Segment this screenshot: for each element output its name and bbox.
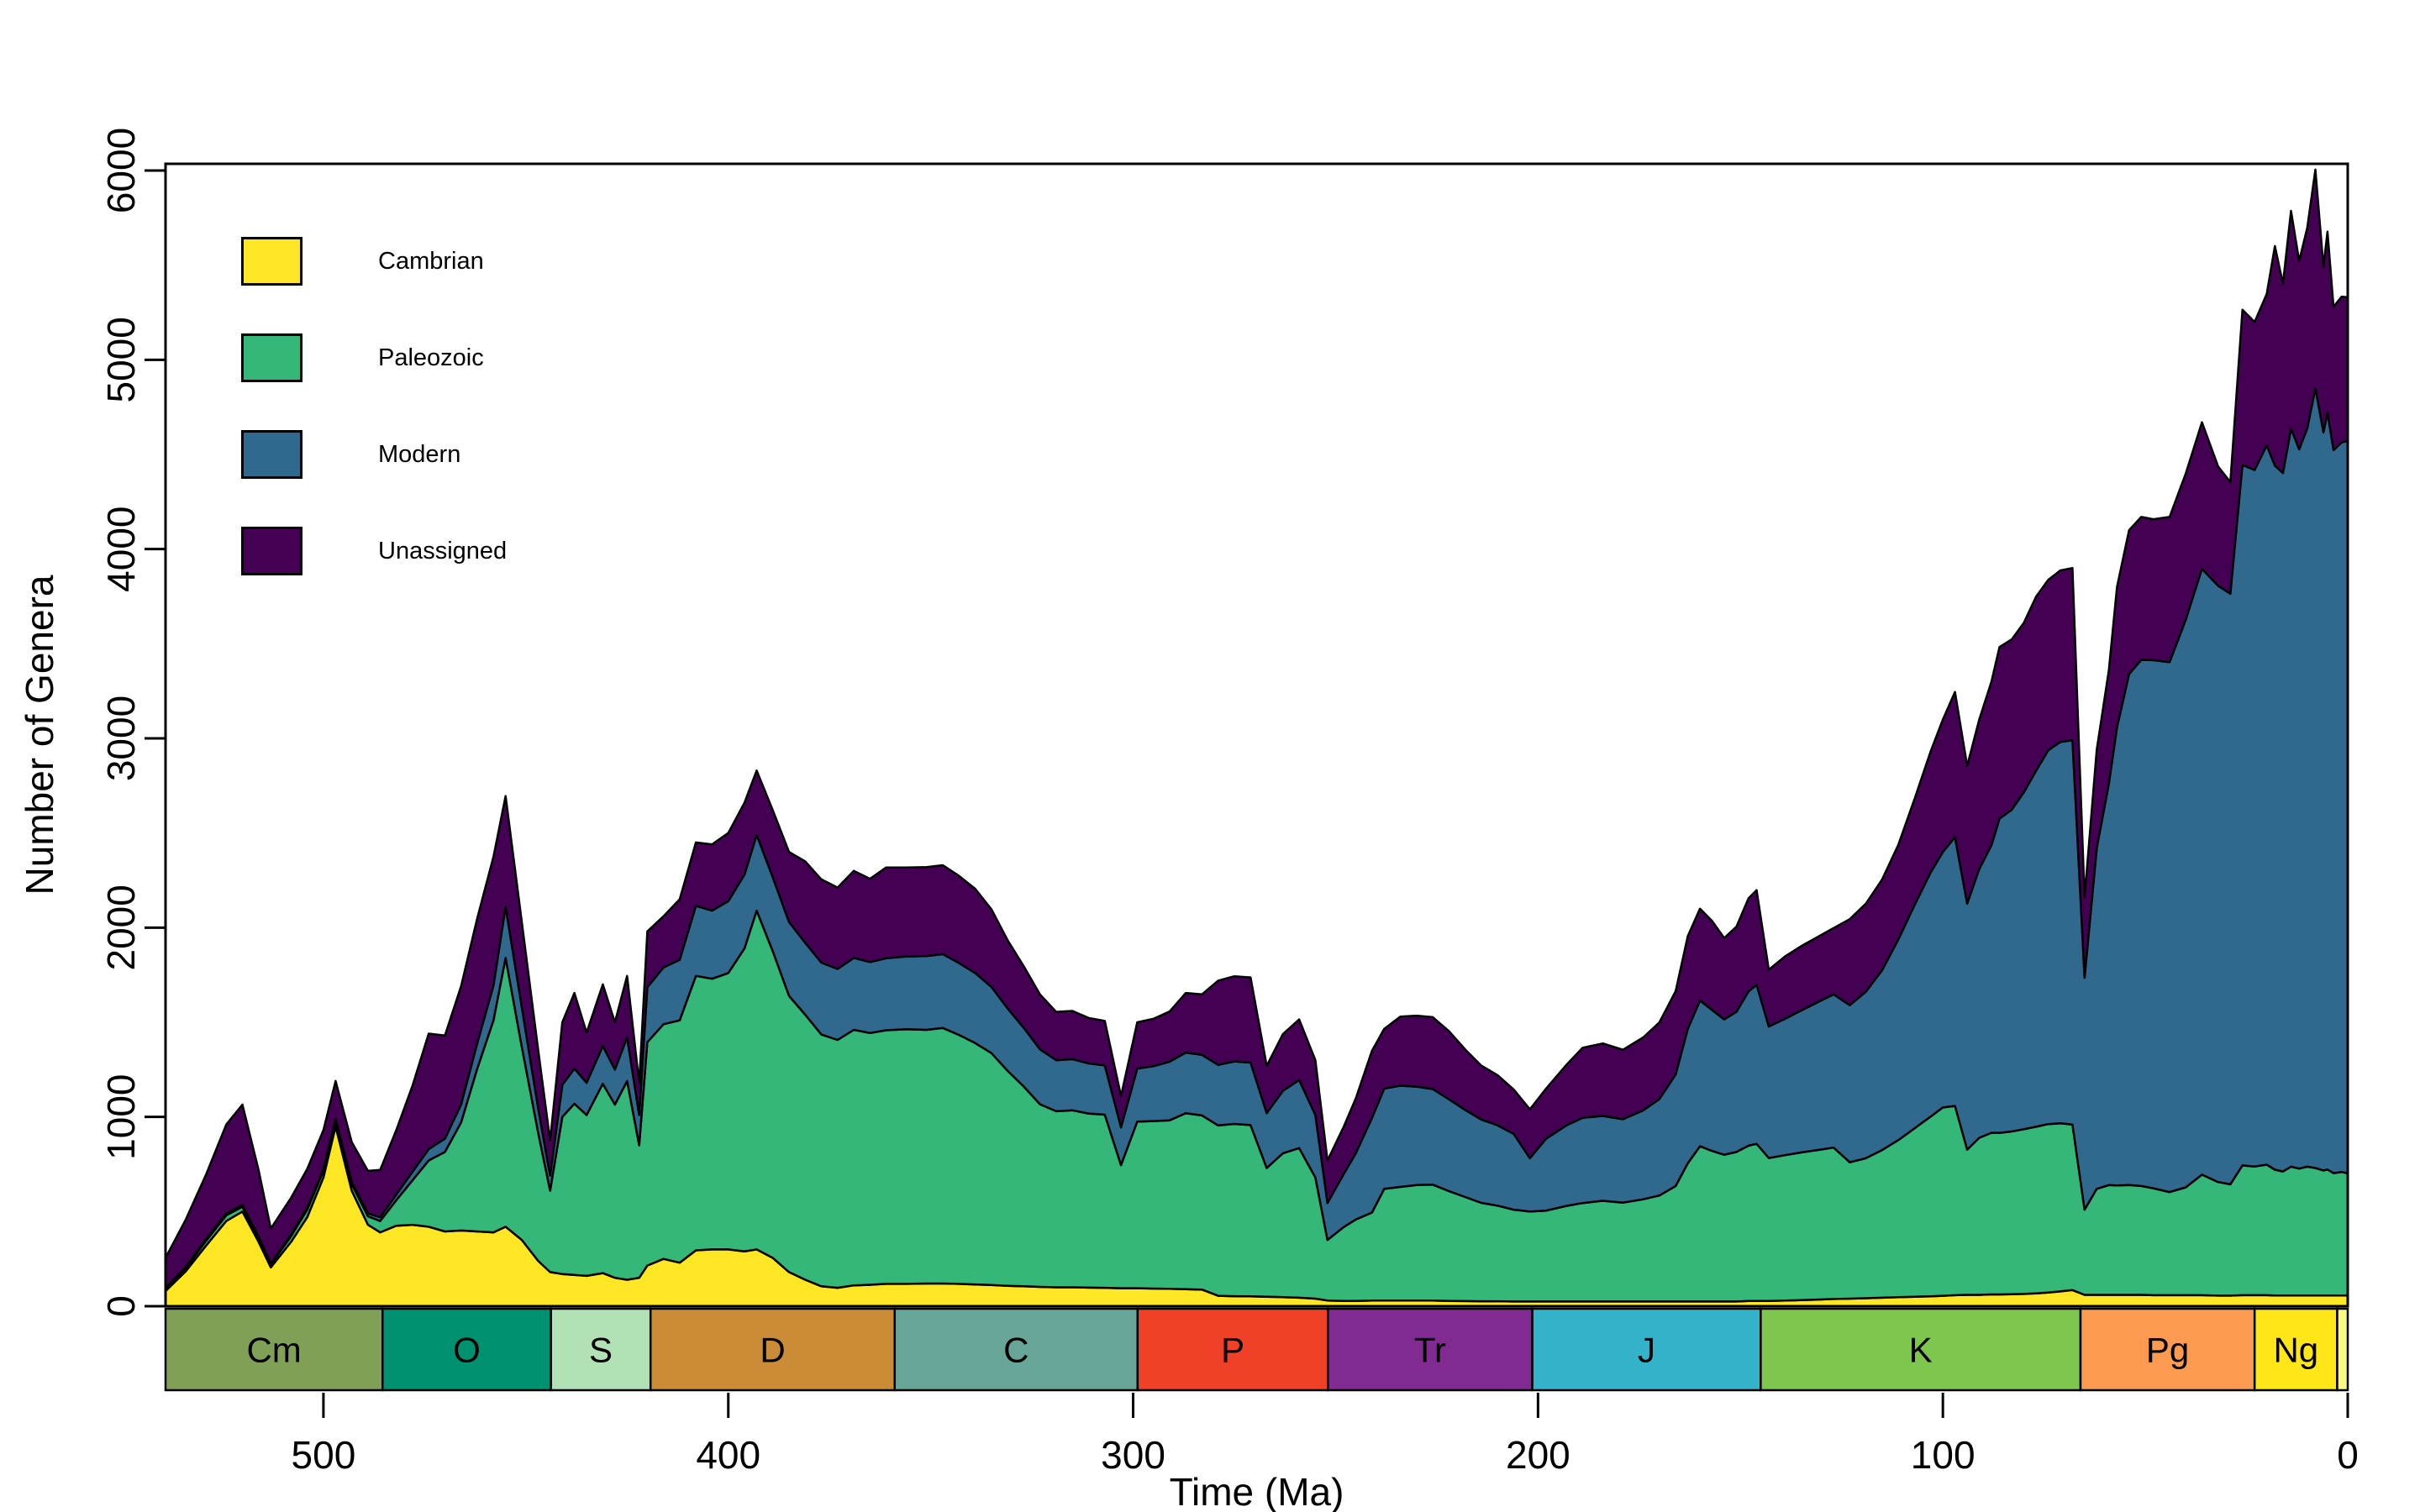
period-block-d [649, 1307, 897, 1392]
period-label: Ng [2273, 1331, 2318, 1370]
period-block-k [1760, 1307, 2082, 1392]
period-label: S [589, 1331, 613, 1370]
legend-item-paleozoic: Paleozoic [241, 333, 507, 382]
y-tick-label: 1000 [99, 1074, 143, 1159]
unassigned-swatch-icon [241, 527, 302, 575]
period-label: P [1221, 1331, 1244, 1370]
y-axis-title: Number of Genera [18, 575, 61, 895]
legend-label: Modern [378, 440, 461, 468]
y-tick-label: 0 [99, 1295, 143, 1317]
y-tick-label: 4000 [99, 506, 143, 591]
period-block-tr [1327, 1307, 1534, 1392]
period-label: Pg [2146, 1331, 2189, 1370]
period-label: Cm [246, 1331, 301, 1370]
paleozoic-swatch-icon [241, 333, 302, 382]
legend-label: Cambrian [378, 247, 484, 275]
period-block-pg [2079, 1307, 2256, 1392]
x-tick-label: 400 [696, 1433, 760, 1477]
period-label: K [1909, 1331, 1933, 1370]
period-block-j [1531, 1307, 1762, 1392]
x-tick-label: 500 [292, 1433, 356, 1477]
period-label: D [760, 1331, 785, 1370]
legend-item-cambrian: Cambrian [241, 237, 507, 286]
x-axis-title: Time (Ma) [1170, 1470, 1344, 1512]
x-tick-label: 200 [1506, 1433, 1570, 1477]
y-tick-label: 3000 [99, 696, 143, 781]
y-tick-label: 2000 [99, 885, 143, 970]
legend-item-modern: Modern [241, 430, 507, 479]
x-tick-label: 0 [2337, 1433, 2359, 1477]
period-block-o [381, 1307, 552, 1392]
y-tick-label: 5000 [99, 317, 143, 402]
legend-label: Paleozoic [378, 344, 484, 371]
x-tick-label: 100 [1911, 1433, 1975, 1477]
y-tick-label: 6000 [99, 128, 143, 213]
period-block-s [550, 1307, 652, 1392]
plot-box [164, 162, 2349, 1308]
period-label: Tr [1414, 1331, 1446, 1370]
cambrian-swatch-icon [241, 237, 302, 286]
legend-label: Unassigned [378, 537, 508, 564]
period-label: O [453, 1331, 481, 1370]
legend: Cambrian Paleozoic Modern Unassigned [241, 237, 507, 623]
x-tick-label: 300 [1101, 1433, 1165, 1477]
legend-item-unassigned: Unassigned [241, 527, 507, 575]
period-block-q [2336, 1307, 2349, 1392]
period-label: J [1638, 1331, 1655, 1370]
modern-swatch-icon [241, 430, 302, 479]
period-label: C [1003, 1331, 1028, 1370]
period-block-p [1136, 1307, 1329, 1392]
